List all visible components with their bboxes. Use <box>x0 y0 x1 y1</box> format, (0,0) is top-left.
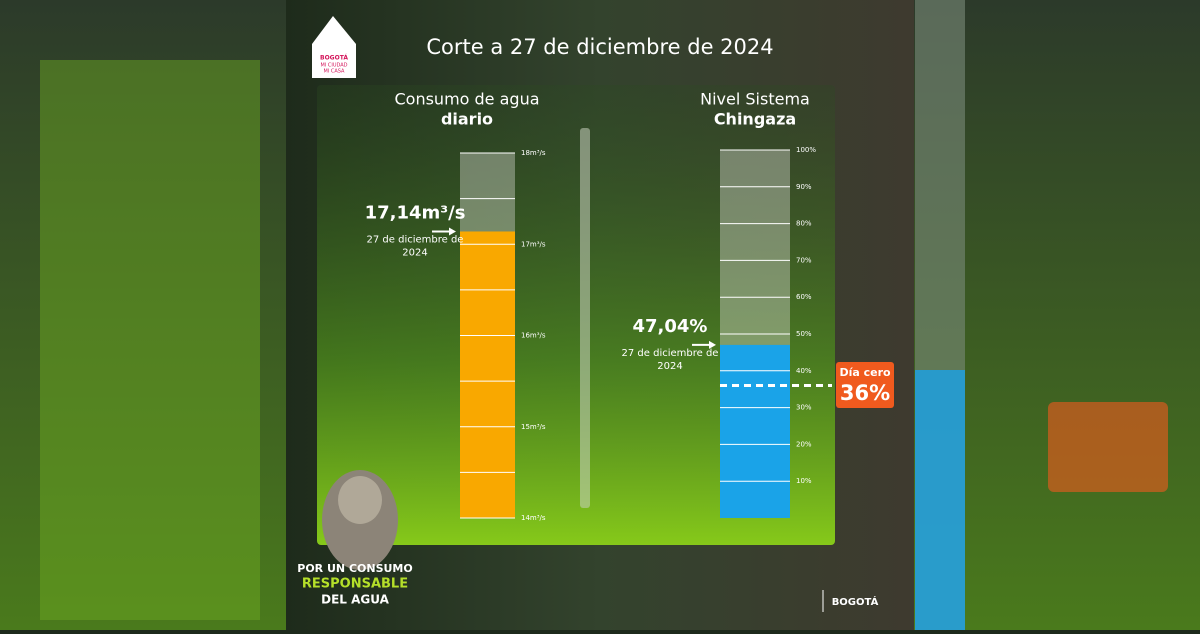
annotation: 27 de diciembre de 2024 <box>367 234 464 258</box>
logo-text: MI CIUDAD <box>320 63 347 69</box>
divider <box>580 128 590 508</box>
blur-fill <box>915 370 965 630</box>
mascot <box>322 470 398 570</box>
y-tick-label: 70% <box>796 256 812 264</box>
slogan: DEL AGUA <box>321 593 389 607</box>
y-tick-label: 17m³/s <box>521 240 546 248</box>
chart-title-emphasis: diario <box>441 110 493 129</box>
y-tick-label: 20% <box>796 440 812 448</box>
panel <box>317 85 835 545</box>
bar <box>460 231 515 518</box>
page-title: Corte a 27 de diciembre de 2024 <box>426 35 773 59</box>
y-tick-label: 90% <box>796 183 812 191</box>
bar <box>720 344 790 518</box>
slogan: RESPONSABLE <box>302 577 408 592</box>
brand: BOGOTÁ <box>832 595 879 608</box>
chart-title-emphasis: Chingaza <box>714 110 796 129</box>
y-tick-label: 30% <box>796 404 812 412</box>
value-label: 17,14m³/s <box>365 202 466 223</box>
blur-badge <box>1048 402 1168 492</box>
value-label: 47,04% <box>633 316 708 337</box>
y-tick-label: 18m³/s <box>521 149 546 157</box>
logo-text: MI CASA <box>324 69 346 75</box>
pointer-head <box>449 227 456 236</box>
y-tick-label: 100% <box>796 146 816 154</box>
blur-panel <box>40 60 260 620</box>
y-tick-label: 80% <box>796 220 812 228</box>
y-tick-label: 50% <box>796 330 812 338</box>
chart-title: Nivel Sistema <box>700 90 810 109</box>
pointer-head <box>709 340 716 349</box>
annotation: 27 de diciembre de 2024 <box>622 348 719 372</box>
logo: BOGOTÁ MI CIUDAD MI CASA <box>312 16 356 78</box>
y-tick-label: 14m³/s <box>521 514 546 522</box>
threshold-label: 36% <box>840 381 890 405</box>
y-tick-label: 16m³/s <box>521 332 546 340</box>
threshold-text: Día cero <box>839 366 891 379</box>
y-tick-label: 40% <box>796 367 812 375</box>
y-tick-label: 60% <box>796 293 812 301</box>
y-tick-label: 10% <box>796 477 812 485</box>
threshold-badge <box>836 362 894 408</box>
logo-text: BOGOTÁ <box>320 55 348 62</box>
y-tick-label: 15m³/s <box>521 423 546 431</box>
chart-title: Consumo de agua <box>394 90 539 109</box>
slogan: POR UN CONSUMO <box>297 562 412 575</box>
